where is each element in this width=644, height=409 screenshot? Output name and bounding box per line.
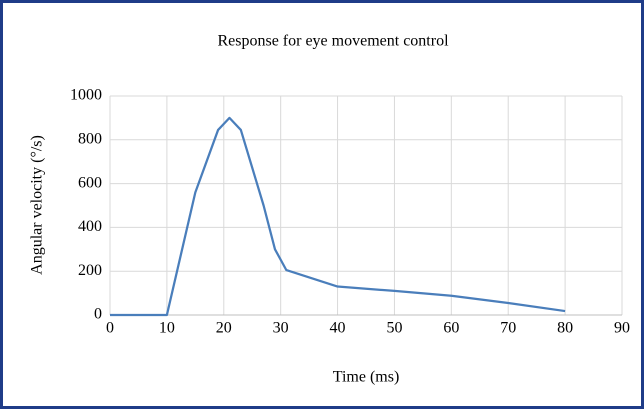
line [110,116,566,317]
y-tick-label: 0 [94,306,102,323]
x-tick-label: 50 [386,320,402,337]
x-tick-label: 30 [273,320,289,337]
y-tick-label: 600 [78,174,102,191]
y-tick-label: 400 [78,218,102,235]
x-tick-label: 40 [330,320,346,337]
x-tick-label: 0 [106,320,114,337]
y-tick-label: 200 [78,262,102,279]
y-tick-label: 1000 [70,87,102,104]
x-tick-label: 10 [159,320,175,337]
x-axis-label: Time (ms) [333,369,400,386]
y-axis-label: Angular velocity (°/s) [29,135,46,275]
x-tick-label: 20 [216,320,232,337]
y-tick-label: 800 [78,130,102,147]
x-tick-label: 60 [443,320,459,337]
x-tick-label: 80 [557,320,573,337]
chart-title: Response for eye movement control [217,33,449,50]
x-tick-label: 70 [500,320,516,337]
x-tick-label: 90 [614,320,630,337]
